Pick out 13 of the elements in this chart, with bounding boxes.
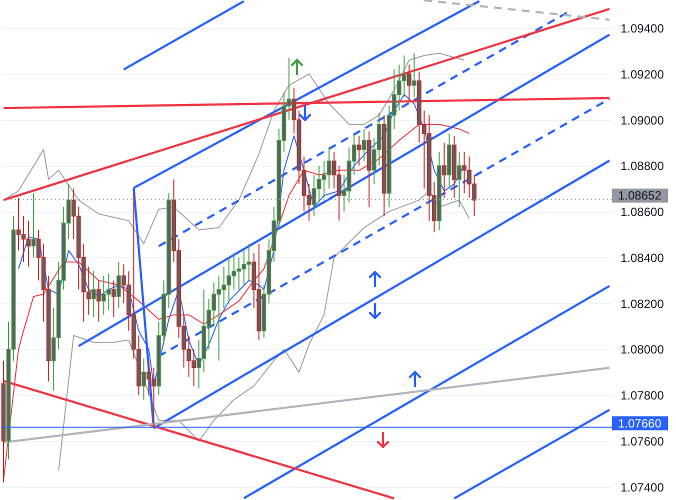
y-tick-label: 1.07400 <box>620 480 664 494</box>
ref-line-label: 1.08652 <box>618 188 662 203</box>
y-tick-label: 1.08200 <box>620 296 664 311</box>
y-tick-label: 1.08800 <box>620 159 664 174</box>
y-tick-label: 1.09200 <box>620 67 664 82</box>
ref-line-label: 1.07660 <box>618 416 662 430</box>
y-tick-label: 1.08600 <box>620 205 664 220</box>
y-tick-label: 1.08000 <box>620 342 664 357</box>
y-tick-label: 1.09000 <box>620 113 664 128</box>
y-tick-label: 1.07800 <box>620 388 664 403</box>
y-tick-label: 1.09400 <box>620 21 664 36</box>
y-tick-label: 1.08400 <box>620 250 664 265</box>
y-tick-label: 1.07600 <box>620 434 664 449</box>
